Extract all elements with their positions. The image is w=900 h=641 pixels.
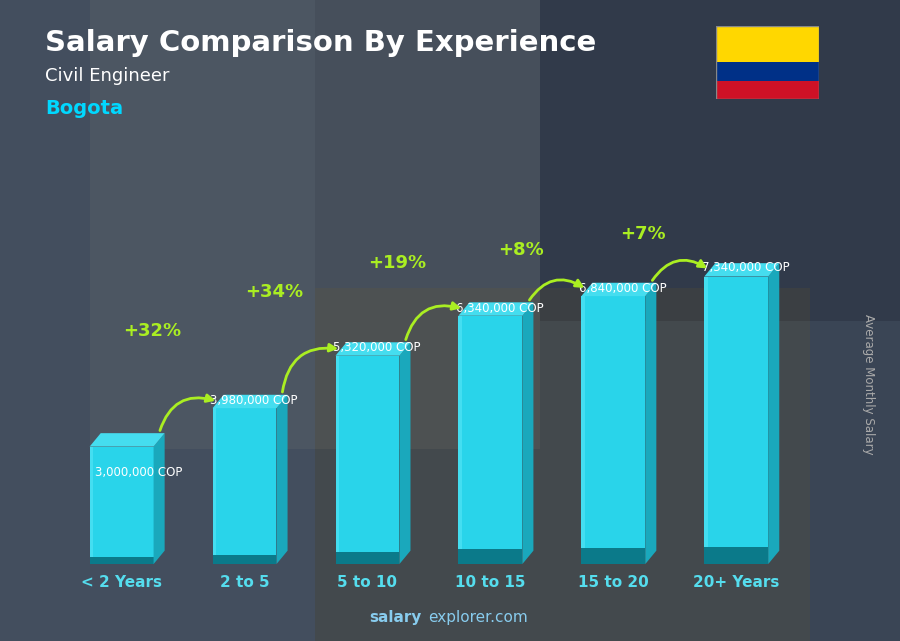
Text: Bogota: Bogota [45, 99, 123, 119]
Polygon shape [336, 342, 410, 356]
Text: 6,340,000 COP: 6,340,000 COP [456, 302, 544, 315]
Bar [90, 0, 540, 449]
Polygon shape [458, 303, 534, 316]
Polygon shape [522, 303, 534, 564]
Text: +34%: +34% [246, 283, 303, 301]
Text: salary: salary [369, 610, 421, 625]
Polygon shape [769, 263, 779, 564]
Polygon shape [212, 554, 276, 564]
Polygon shape [212, 395, 288, 408]
Polygon shape [705, 276, 708, 547]
Text: +32%: +32% [122, 322, 181, 340]
Polygon shape [400, 342, 410, 564]
Polygon shape [90, 557, 154, 564]
Polygon shape [705, 547, 769, 564]
Text: Salary Comparison By Experience: Salary Comparison By Experience [45, 29, 596, 57]
Bar [716, 62, 819, 81]
Polygon shape [212, 408, 216, 554]
Bar [716, 81, 819, 99]
Polygon shape [90, 447, 154, 557]
Polygon shape [645, 283, 656, 564]
Polygon shape [276, 395, 288, 564]
Polygon shape [336, 551, 400, 564]
Bar [540, 0, 900, 320]
Polygon shape [90, 447, 94, 557]
Polygon shape [581, 548, 645, 564]
Bar [0, 0, 315, 641]
Polygon shape [705, 263, 779, 276]
Polygon shape [336, 356, 400, 551]
Polygon shape [458, 316, 522, 549]
Text: +19%: +19% [368, 254, 427, 272]
Text: +8%: +8% [498, 241, 544, 260]
Polygon shape [336, 356, 339, 551]
Bar [315, 288, 810, 641]
Polygon shape [581, 283, 656, 296]
Polygon shape [458, 316, 463, 549]
Text: 3,000,000 COP: 3,000,000 COP [94, 466, 182, 479]
Polygon shape [581, 296, 585, 548]
Text: 7,340,000 COP: 7,340,000 COP [702, 262, 789, 274]
Bar [716, 26, 819, 62]
Polygon shape [705, 276, 769, 547]
Polygon shape [212, 408, 276, 554]
Text: Average Monthly Salary: Average Monthly Salary [862, 314, 875, 455]
Text: explorer.com: explorer.com [428, 610, 528, 625]
Text: +7%: +7% [621, 225, 666, 243]
Polygon shape [581, 296, 645, 548]
Polygon shape [90, 433, 165, 447]
Polygon shape [154, 433, 165, 564]
Text: Civil Engineer: Civil Engineer [45, 67, 169, 85]
Text: 5,320,000 COP: 5,320,000 COP [333, 341, 420, 354]
Text: 3,980,000 COP: 3,980,000 COP [210, 394, 298, 407]
Polygon shape [458, 549, 522, 564]
Text: 6,840,000 COP: 6,840,000 COP [579, 281, 667, 295]
